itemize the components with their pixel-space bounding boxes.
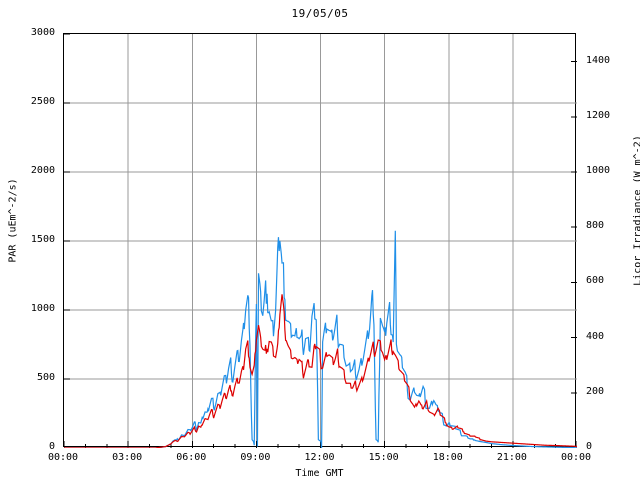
y-tick-right-1200: 1200	[586, 109, 611, 121]
x-axis-label: Time GMT	[295, 468, 344, 479]
y-tick-right-1400: 1400	[586, 54, 611, 66]
x-tick-6: 18:00	[432, 452, 463, 463]
x-tick-0: 00:00	[47, 452, 79, 463]
y-tick-right-400: 400	[586, 330, 605, 342]
x-tick-3: 09:00	[240, 452, 271, 463]
plot-canvas	[64, 34, 577, 448]
y-tick-left-2500: 2500	[30, 96, 55, 107]
x-tick-4: 12:00	[304, 452, 335, 463]
y-axis-right-label: Licor Irradiance (W m^-2)	[632, 135, 640, 286]
y-tick-right-800: 800	[586, 220, 605, 232]
x-tick-2: 06:00	[176, 452, 207, 463]
y-tick-left-0: 0	[48, 441, 55, 452]
y-tick-left-1000: 1000	[30, 303, 55, 314]
y-tick-right-600: 600	[586, 275, 605, 287]
gridlines	[64, 34, 577, 448]
y-tick-left-3000: 3000	[30, 27, 55, 38]
y-tick-left-500: 500	[36, 372, 55, 383]
plot-area	[63, 33, 577, 448]
x-tick-7: 21:00	[496, 452, 527, 463]
x-tick-8: 00:00	[560, 452, 592, 463]
x-tick-1: 03:00	[112, 452, 143, 463]
y-tick-right-1000: 1000	[586, 165, 611, 176]
inner-tick-marks	[64, 34, 577, 448]
series-line-solar-irradiance	[64, 230, 577, 448]
series-line-par	[64, 294, 577, 448]
y-tick-right-0: 0	[586, 441, 593, 452]
data-series-layer	[64, 230, 577, 448]
x-tick-5: 15:00	[368, 452, 399, 463]
y-tick-left-2000: 2000	[30, 165, 55, 176]
y-tick-left-1500: 1500	[30, 234, 55, 245]
y-tick-right-200: 200	[586, 385, 605, 397]
chart-title: 19/05/05	[291, 7, 349, 20]
